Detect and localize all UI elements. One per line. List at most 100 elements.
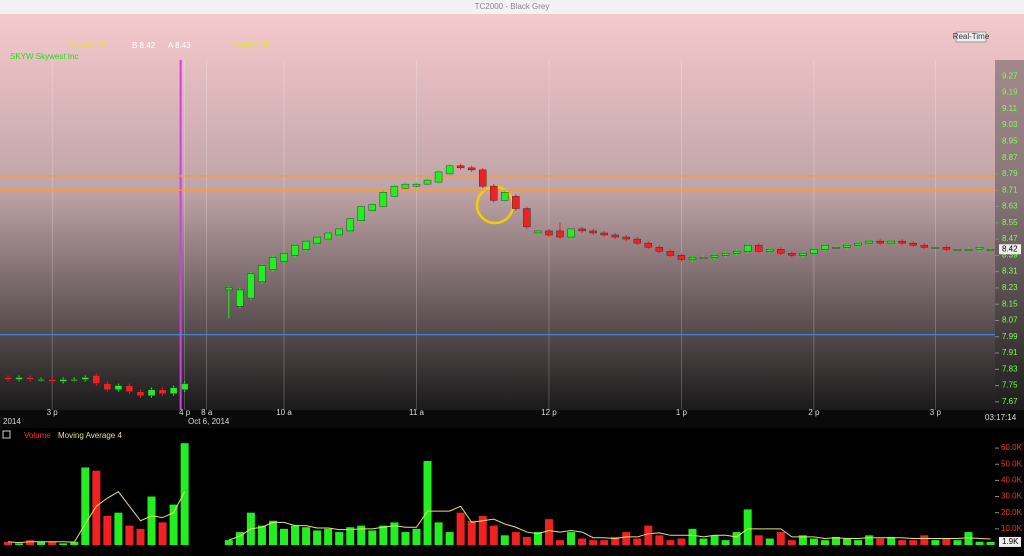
volume-bar — [754, 535, 763, 545]
volume-bar — [478, 515, 487, 545]
candle-body — [799, 253, 807, 256]
candle-body — [898, 240, 906, 244]
y-tick-label: 8.07 — [1002, 316, 1018, 325]
volume-bar — [92, 470, 101, 545]
candle-body — [964, 249, 973, 251]
volume-bar — [114, 512, 123, 545]
candle-body — [545, 230, 553, 236]
volume-bar — [235, 532, 244, 545]
candle-body — [70, 379, 78, 381]
volume-bar — [15, 543, 24, 545]
x-tick-label: 3 p — [930, 408, 942, 417]
prev-date-label: 2014 — [3, 417, 21, 426]
candle-body — [379, 192, 388, 207]
volume-bar — [953, 540, 962, 545]
candle-body — [611, 234, 619, 238]
y-tick-label: 10.0K — [1001, 524, 1023, 533]
candle-body — [677, 255, 686, 260]
legend-volume[interactable]: Volume — [24, 431, 51, 440]
volume-bar — [942, 538, 951, 545]
volume-bar — [865, 535, 874, 545]
volume-bar — [544, 519, 553, 545]
volume-bar — [820, 540, 829, 545]
volume-bar — [180, 443, 189, 545]
volume-bar — [81, 467, 90, 545]
candle-body — [169, 387, 178, 394]
candle-body — [501, 192, 509, 201]
y-tick-label: 8.23 — [1002, 283, 1018, 292]
candle-body — [766, 249, 774, 252]
volume-bar — [920, 535, 929, 545]
candle-body — [368, 204, 377, 211]
candle-body — [699, 257, 708, 259]
y-tick-label: 8.79 — [1002, 169, 1018, 178]
volume-bar — [257, 525, 266, 545]
volume-bar — [500, 535, 509, 545]
volume-bar — [368, 530, 377, 545]
title-bar — [0, 0, 1024, 14]
volume-bar — [743, 509, 752, 545]
candle-body — [534, 230, 542, 234]
volume-bar — [600, 540, 609, 545]
candle-body — [114, 385, 123, 390]
volume-bar — [931, 540, 940, 545]
y-tick-label: 7.83 — [1002, 364, 1018, 373]
volume-bar — [887, 536, 896, 545]
volume-bar — [964, 532, 973, 545]
candle-body — [125, 385, 134, 392]
panel-close[interactable] — [2, 430, 11, 439]
moving-average-line — [7, 491, 991, 544]
candle-body — [755, 244, 763, 252]
candle-body — [931, 247, 940, 249]
y-tick-label: 8.71 — [1002, 185, 1018, 194]
volume-bar — [26, 540, 35, 545]
y-tick-label: 8.55 — [1002, 218, 1018, 227]
candle-body — [743, 244, 752, 252]
candle-body — [633, 238, 641, 244]
volume-bar — [787, 540, 796, 545]
volume-bar — [798, 535, 807, 545]
y-tick-label: 8.15 — [1002, 299, 1018, 308]
y-tick-label: 30.0K — [1001, 492, 1023, 501]
y-tick-label: 40.0K — [1001, 475, 1023, 484]
candle-body — [821, 244, 829, 250]
volume-bar — [335, 532, 344, 545]
last-price-label: 8.42 — [1002, 244, 1018, 253]
candle-body — [236, 289, 244, 307]
volume-bar — [456, 512, 465, 545]
candle-body — [732, 251, 741, 254]
candle-body — [48, 379, 56, 382]
window-title: TC2000 - Black Grey — [475, 2, 550, 11]
candle-body — [942, 247, 951, 250]
volume-bar — [666, 540, 675, 545]
candle-body — [147, 389, 156, 396]
volume-bar — [567, 532, 576, 545]
candle-body — [269, 257, 277, 270]
candle-body — [15, 377, 23, 380]
volume-bar — [511, 532, 520, 545]
y-tick-label: 8.95 — [1002, 137, 1018, 146]
y-tick-label: 50.0K — [1001, 459, 1023, 468]
candle-body — [556, 230, 564, 238]
candle-body — [887, 240, 895, 244]
legend-ma[interactable]: Moving Average 4 — [58, 431, 122, 440]
y-tick-label: 9.27 — [1002, 71, 1018, 80]
candle-body — [953, 249, 962, 251]
volume-bar — [986, 541, 995, 545]
volume-bar — [412, 528, 421, 545]
y-tick-label: 7.91 — [1002, 348, 1018, 357]
candle-body — [4, 377, 12, 380]
realtime-button[interactable] — [955, 31, 987, 43]
volume-bar — [4, 541, 12, 545]
candle-body — [445, 165, 454, 175]
candle-body — [578, 228, 586, 232]
y-tick-label: 9.19 — [1002, 88, 1018, 97]
volume-bar — [721, 540, 730, 545]
candle-body — [479, 169, 487, 187]
candle-body — [688, 257, 697, 260]
candle-body — [280, 253, 288, 262]
volume-bar — [898, 540, 907, 545]
candle-body — [975, 247, 984, 250]
candle-body — [136, 391, 145, 396]
